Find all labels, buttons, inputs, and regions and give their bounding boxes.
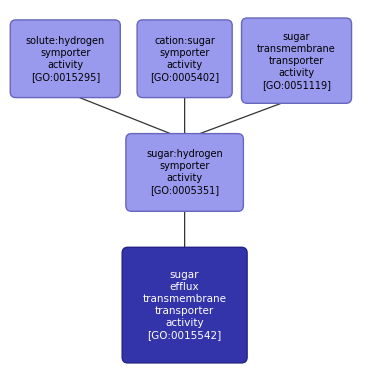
Text: sugar
transmembrane
transporter
activity
[GO:0051119]: sugar transmembrane transporter activity… [257, 31, 336, 90]
Text: sugar
efflux
transmembrane
transporter
activity
[GO:0015542]: sugar efflux transmembrane transporter a… [142, 270, 227, 340]
FancyBboxPatch shape [242, 18, 352, 103]
FancyBboxPatch shape [10, 20, 120, 98]
Text: cation:sugar
symporter
activity
[GO:0005402]: cation:sugar symporter activity [GO:0005… [150, 36, 219, 82]
Text: sugar:hydrogen
symporter
activity
[GO:0005351]: sugar:hydrogen symporter activity [GO:00… [146, 149, 223, 196]
FancyBboxPatch shape [122, 247, 247, 363]
FancyBboxPatch shape [137, 20, 232, 98]
Text: solute:hydrogen
symporter
activity
[GO:0015295]: solute:hydrogen symporter activity [GO:0… [26, 36, 105, 82]
FancyBboxPatch shape [126, 134, 243, 211]
